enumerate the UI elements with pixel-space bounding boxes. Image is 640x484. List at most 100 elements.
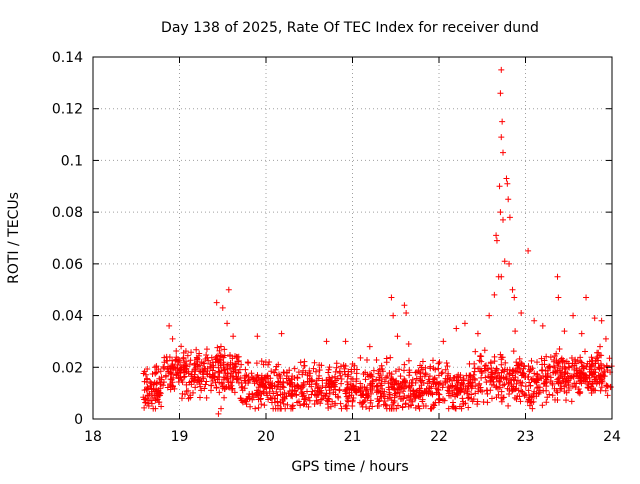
data-point	[312, 368, 319, 375]
data-point	[528, 357, 535, 364]
data-point	[218, 353, 225, 360]
data-point	[563, 358, 570, 365]
data-point	[307, 370, 314, 377]
data-point	[405, 384, 412, 391]
data-point	[261, 374, 268, 381]
data-point	[414, 388, 421, 395]
data-point	[461, 320, 468, 327]
data-point	[588, 354, 595, 361]
data-point	[465, 404, 472, 411]
data-point	[375, 398, 382, 405]
data-point	[580, 374, 587, 381]
data-point	[264, 392, 271, 399]
data-point	[238, 397, 245, 404]
data-point	[529, 393, 536, 400]
data-point	[289, 405, 296, 412]
data-point	[514, 393, 521, 400]
data-point	[550, 358, 557, 365]
data-point	[144, 392, 151, 399]
data-point	[423, 390, 430, 397]
data-point	[249, 396, 256, 403]
data-point	[504, 180, 511, 187]
data-point	[364, 394, 371, 401]
data-point	[279, 396, 286, 403]
data-point	[558, 357, 565, 364]
data-point	[493, 232, 500, 239]
data-point	[203, 351, 210, 358]
data-point	[357, 354, 364, 361]
data-point	[410, 387, 417, 394]
data-point	[182, 348, 189, 355]
data-point	[373, 389, 380, 396]
data-point	[588, 390, 595, 397]
data-point	[506, 214, 513, 221]
data-point	[572, 356, 579, 363]
data-point	[397, 373, 404, 380]
data-point	[273, 388, 280, 395]
data-point	[196, 381, 203, 388]
data-point	[198, 387, 205, 394]
data-point	[325, 381, 332, 388]
data-point	[401, 361, 408, 368]
data-point	[362, 376, 369, 383]
data-point	[362, 387, 369, 394]
data-point	[255, 374, 262, 381]
y-tick-label: 0.06	[52, 257, 83, 273]
y-tick-label: 0	[74, 412, 83, 428]
data-point	[401, 367, 408, 374]
data-point	[479, 370, 486, 377]
data-point	[486, 312, 493, 319]
data-point	[445, 405, 452, 412]
data-point	[586, 366, 593, 373]
data-point	[496, 378, 503, 385]
data-point	[274, 402, 281, 409]
x-tick-label: 24	[603, 429, 621, 445]
data-point	[235, 379, 242, 386]
data-point	[516, 355, 523, 362]
x-tick-label: 19	[171, 429, 189, 445]
data-point	[272, 366, 279, 373]
data-point	[300, 367, 307, 374]
data-point	[221, 346, 228, 353]
data-point	[158, 403, 165, 410]
data-point	[551, 352, 558, 359]
x-tick-label: 18	[84, 429, 102, 445]
data-point	[338, 380, 345, 387]
data-point	[472, 376, 479, 383]
data-point	[367, 399, 374, 406]
data-point	[498, 398, 505, 405]
data-point	[181, 368, 188, 375]
data-point	[323, 338, 330, 345]
data-point	[152, 396, 159, 403]
x-tick-label: 22	[430, 429, 448, 445]
data-point	[514, 368, 521, 375]
data-point	[431, 374, 438, 381]
data-point	[155, 387, 162, 394]
data-point	[575, 386, 582, 393]
data-point	[511, 294, 518, 301]
data-point	[388, 294, 395, 301]
data-point	[446, 376, 453, 383]
data-point	[421, 373, 428, 380]
data-point	[305, 394, 312, 401]
data-point	[405, 357, 412, 364]
data-point	[419, 377, 426, 384]
data-point	[327, 378, 334, 385]
data-point	[505, 379, 512, 386]
data-point	[577, 354, 584, 361]
data-point	[314, 398, 321, 405]
data-point	[204, 371, 211, 378]
data-point	[145, 385, 152, 392]
data-point	[553, 387, 560, 394]
data-point	[379, 385, 386, 392]
data-point	[500, 149, 507, 156]
data-point	[604, 367, 611, 374]
data-point	[377, 390, 384, 397]
data-point	[546, 363, 553, 370]
data-point	[205, 357, 212, 364]
data-point	[450, 399, 457, 406]
data-point	[529, 405, 536, 412]
data-point	[191, 377, 198, 384]
data-point	[257, 395, 264, 402]
data-point	[324, 398, 331, 405]
